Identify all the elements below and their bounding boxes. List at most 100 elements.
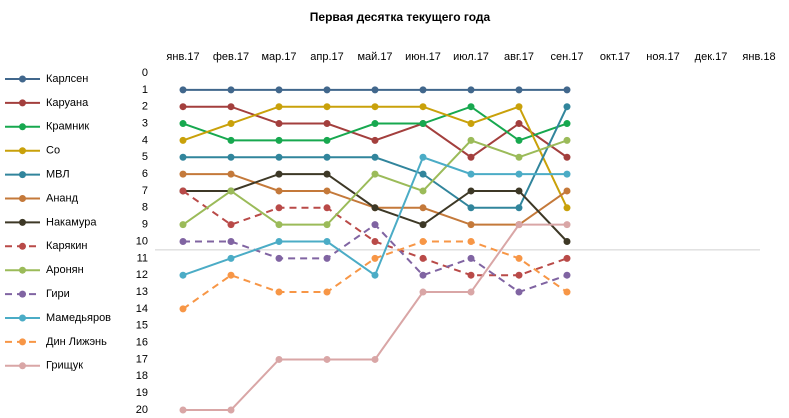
x-tick-label: янв.17: [166, 51, 199, 63]
x-tick-label: июн.17: [405, 51, 441, 63]
series-line: [182, 139, 568, 226]
data-point: [227, 221, 235, 229]
data-point: [275, 120, 283, 128]
data-point: [227, 170, 235, 178]
data-point: [563, 238, 571, 245]
data-point: [371, 204, 379, 212]
data-point: [227, 187, 235, 195]
data-point: [275, 153, 283, 161]
data-point: [371, 136, 379, 144]
data-point: [323, 288, 331, 296]
data-point: [563, 221, 571, 229]
data-point: [419, 204, 427, 212]
data-point: [275, 221, 283, 229]
x-tick-label: фев.17: [213, 51, 249, 63]
data-point: [371, 221, 379, 229]
y-tick-label: 13: [136, 286, 148, 298]
data-point: [371, 238, 379, 245]
data-point: [467, 238, 475, 245]
legend-marker: [19, 195, 26, 202]
data-point: [419, 238, 427, 245]
data-point: [323, 221, 331, 229]
data-point: [179, 187, 187, 195]
y-tick-label: 15: [136, 320, 148, 332]
data-point: [563, 103, 571, 111]
legend-label: Карлсен: [46, 73, 88, 85]
x-tick-label: май.17: [357, 51, 392, 63]
data-point: [467, 254, 475, 262]
data-point: [467, 271, 475, 279]
data-point: [275, 355, 283, 363]
y-tick-label: 5: [142, 151, 148, 163]
data-point: [515, 86, 523, 94]
legend-marker: [19, 266, 26, 274]
data-point: [323, 153, 331, 161]
y-tick-label: 1: [142, 84, 148, 96]
data-point: [179, 153, 187, 161]
data-point: [419, 170, 427, 178]
data-point: [515, 120, 523, 128]
data-point: [467, 136, 475, 144]
data-point: [323, 187, 331, 195]
series-line: [183, 173, 568, 226]
y-tick-label: 12: [136, 269, 148, 281]
data-point: [227, 238, 235, 245]
data-point: [563, 204, 571, 212]
x-tick-label: дек.17: [695, 51, 728, 63]
y-tick-label: 20: [136, 404, 148, 416]
data-point: [515, 153, 523, 161]
data-point: [371, 120, 379, 128]
data-point: [515, 204, 523, 212]
legend-marker: [19, 362, 26, 370]
legend-label: Крамник: [46, 121, 89, 133]
data-point: [515, 271, 523, 279]
data-point: [563, 86, 571, 94]
data-point: [275, 86, 283, 94]
data-point: [275, 103, 283, 111]
legend-label: МВЛ: [46, 169, 70, 181]
legend-marker: [19, 338, 26, 346]
data-point: [323, 103, 331, 111]
data-point: [323, 355, 331, 363]
data-point: [275, 170, 283, 178]
data-point: [371, 271, 379, 279]
y-tick-label: 3: [142, 117, 148, 129]
y-tick-label: 2: [142, 101, 148, 113]
legend-marker: [19, 99, 26, 107]
legend-label: Аронян: [46, 264, 84, 276]
data-point: [419, 187, 427, 195]
legend-marker: [19, 314, 26, 322]
legend-label: Ананд: [46, 192, 79, 204]
x-tick-label: мар.17: [261, 51, 296, 63]
data-point: [467, 204, 475, 212]
legend-marker: [19, 123, 26, 131]
data-point: [371, 254, 379, 262]
data-point: [179, 86, 187, 94]
data-point: [563, 271, 571, 279]
data-point: [563, 153, 571, 161]
data-point: [179, 136, 187, 144]
chart-title: Первая десятка текущего года: [310, 10, 491, 24]
x-tick-label: июл.17: [453, 51, 489, 63]
data-point: [515, 254, 523, 262]
legend-marker: [19, 75, 26, 83]
data-point: [227, 254, 235, 262]
data-point: [515, 288, 523, 296]
data-point: [371, 153, 379, 161]
data-point: [323, 204, 331, 212]
data-point: [179, 170, 187, 178]
y-tick-label: 4: [142, 134, 148, 146]
data-point: [275, 187, 283, 195]
legend-label: Накамура: [46, 216, 97, 228]
data-point: [467, 86, 475, 94]
legend-label: Карякин: [46, 240, 88, 252]
legend-marker: [19, 171, 26, 179]
data-point: [467, 187, 475, 195]
data-point: [467, 153, 475, 161]
y-tick-label: 0: [142, 67, 148, 79]
data-point: [563, 288, 571, 296]
legend-marker: [19, 218, 26, 226]
data-point: [179, 305, 187, 313]
data-point: [419, 271, 427, 279]
